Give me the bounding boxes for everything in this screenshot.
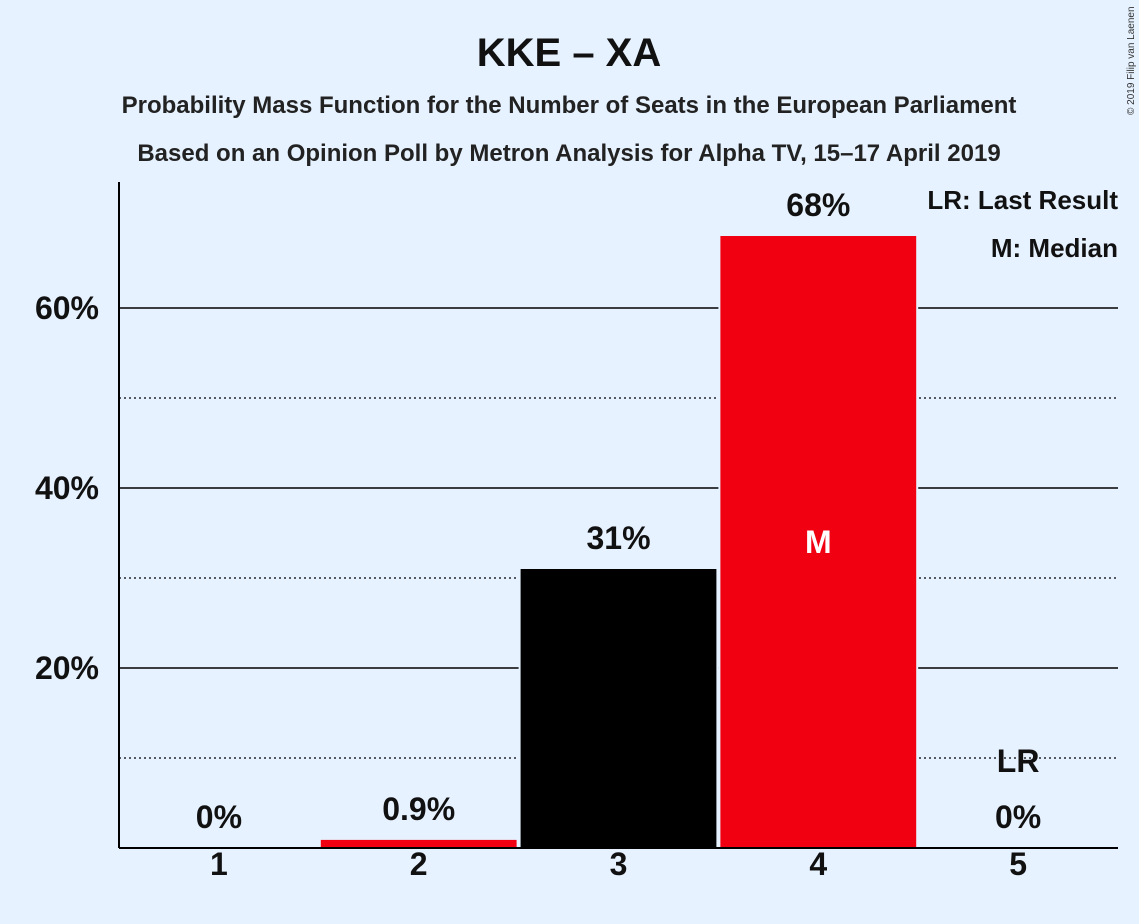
y-tick-label-1: 40% [35,470,99,506]
chart-subtitle-line-1: Probability Mass Function for the Number… [122,92,1017,119]
copyright-notice: © 2019 Filip van Laenen [1126,6,1137,115]
bar-seat-4 [720,236,917,848]
data-label-seat-5: 0% [995,799,1041,835]
labels: 20% 40% 60% 0% 1 0.9% 2 31% 3 68% 4 M 0% 5 LR [35,187,1041,882]
data-label-seat-1: 0% [196,799,242,835]
x-tick-label-5: 5 [1009,846,1027,882]
data-label-seat-4: 68% [786,187,850,223]
x-tick-label-4: 4 [809,846,827,882]
chart-title: KKE – XA [477,31,662,75]
data-label-seat-2: 0.9% [382,791,455,827]
last-result-marker: LR [997,743,1040,779]
axes [118,182,1118,849]
x-tick-label-2: 2 [410,846,428,882]
x-tick-label-1: 1 [210,846,228,882]
y-tick-label-2: 60% [35,290,99,326]
data-label-seat-3: 31% [586,520,650,556]
median-marker: M [805,524,832,560]
bar-seat-2 [320,839,517,848]
grid-lines [119,307,1118,759]
legend-median: M: Median [991,233,1118,263]
chart-subtitle-line-2: Based on an Opinion Poll by Metron Analy… [137,140,1000,167]
bar-seat-3 [520,569,717,848]
x-tick-label-3: 3 [610,846,628,882]
bars [318,234,919,848]
legend-last-result: LR: Last Result [927,185,1118,215]
y-tick-label-0: 20% [35,650,99,686]
